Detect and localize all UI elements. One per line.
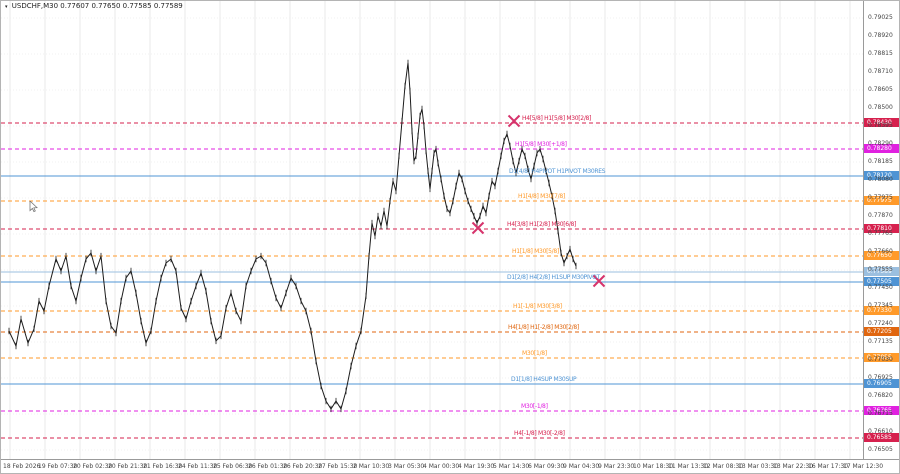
price-level-label: H1[-1/8] M30[3/8] — [513, 303, 562, 310]
price-axis-label: 0.77030 — [868, 356, 893, 363]
ohlc-values: 0.77607 0.77650 0.77585 0.77589 — [60, 2, 183, 10]
symbol-period-label: USDCHF,M30 — [11, 2, 59, 10]
time-axis-label: 9 Mar 04:30 — [563, 463, 600, 470]
x-marker-icon — [507, 114, 521, 128]
time-axis-label: 21 Feb 16:30 — [143, 463, 183, 470]
bid-price-badge: 0.77589 — [864, 267, 899, 276]
price-level-badge: 0.78120 — [864, 171, 899, 180]
mouse-cursor-icon — [29, 201, 38, 213]
price-axis-label: 0.78605 — [868, 86, 893, 93]
price-level-badge: 0.76765 — [864, 406, 899, 415]
x-marker-icon — [471, 221, 485, 235]
time-axis[interactable]: 18 Feb 2026 19 Feb 07:30 20 Feb 02:30 20 Fe… — [1, 459, 899, 473]
price-axis-label: 0.76715 — [868, 410, 893, 417]
time-axis-label: 20 Feb 02:30 — [73, 463, 113, 470]
price-level-badge: 0.77055 — [864, 353, 899, 362]
price-axis-label: 0.76505 — [868, 446, 893, 453]
price-level-badge: 0.77810 — [864, 224, 899, 233]
price-level-badge: 0.77975 — [864, 196, 899, 205]
price-level-badge: 0.78430 — [864, 118, 899, 127]
price-level-badge: 0.77650 — [864, 251, 899, 260]
time-axis-label: 18 Feb 2026 — [3, 463, 41, 470]
price-axis-label: 0.77870 — [868, 212, 893, 219]
time-axis-label: 4 Mar 19:30 — [458, 463, 495, 470]
price-axis-label: 0.77135 — [868, 338, 893, 345]
price-axis-label: 0.78080 — [868, 176, 893, 183]
price-axis-label: 0.77555 — [868, 266, 893, 273]
price-level-label: M30[-1/8] — [521, 403, 548, 410]
price-level-label: D1[4/8] H4PIVOT H1PIVOT M30RES — [509, 168, 606, 175]
time-axis-label: 11 Mar 13:30 — [668, 463, 709, 470]
price-axis-label: 0.78290 — [868, 140, 893, 147]
price-axis-label: 0.77345 — [868, 302, 893, 309]
price-level-badge: 0.77330 — [864, 306, 899, 315]
price-axis-label: 0.77450 — [868, 284, 893, 291]
price-axis-label: 0.77765 — [868, 230, 893, 237]
price-level-badge: 0.78280 — [864, 144, 899, 153]
time-axis-label: 12 Mar 08:30 — [703, 463, 744, 470]
price-level-label: H4[3/8] H1[2/8] M30[6/8] — [507, 221, 577, 228]
price-axis-label: 0.76610 — [868, 428, 893, 435]
price-level-label: H1[4/8] M30[7/8] — [518, 193, 565, 200]
price-axis-label: 0.77975 — [868, 194, 893, 201]
price-axis-label: 0.77240 — [868, 320, 893, 327]
price-axis-label: 0.78920 — [868, 32, 893, 39]
x-marker-icon — [592, 274, 606, 288]
price-axis[interactable]: 0.78430 0.78280 0.78120 0.77975 0.77810 0.776… — [863, 1, 899, 459]
time-axis-label: 13 Mar 03:30 — [738, 463, 779, 470]
chart-marker-icon: ▾ — [5, 4, 8, 10]
price-level-badge: 0.76585 — [864, 433, 899, 442]
price-level-label: M30[1/8] — [522, 350, 547, 357]
price-level-label: D1[1/8] H4SUP M30SUP — [511, 376, 577, 383]
time-axis-label: 20 Feb 21:30 — [108, 463, 148, 470]
candlestick-wicks — [8, 59, 577, 413]
time-axis-label: 13 Mar 22:30 — [773, 463, 814, 470]
time-axis-label: 2 Mar 10:30 — [353, 463, 390, 470]
price-level-badge: 0.77205 — [864, 327, 899, 336]
price-axis-label: 0.78185 — [868, 158, 893, 165]
time-axis-label: 5 Mar 14:30 — [493, 463, 530, 470]
candlestick-series — [8, 62, 577, 411]
time-axis-label: 24 Feb 11:30 — [178, 463, 218, 470]
time-axis-label: 9 Mar 23:30 — [598, 463, 635, 470]
price-axis-label: 0.79025 — [868, 14, 893, 21]
time-axis-label: 26 Feb 20:30 — [283, 463, 323, 470]
price-axis-label: 0.78710 — [868, 68, 893, 75]
price-level-label: H1[1/8] M30[5/8] — [512, 248, 559, 255]
time-axis-label: 6 Mar 09:30 — [528, 463, 565, 470]
time-axis-label: 19 Feb 07:30 — [38, 463, 78, 470]
time-axis-label: 27 Feb 15:30 — [318, 463, 358, 470]
price-level-label: H4[1/8] H1[-2/8] M30[2/8] — [508, 324, 579, 331]
time-axis-label: 16 Mar 17:30 — [808, 463, 849, 470]
price-level-badge: 0.77505 — [864, 277, 899, 286]
price-level-label: H4[-1/8] M30[-2/8] — [514, 430, 565, 437]
price-axis-label: 0.76820 — [868, 392, 893, 399]
price-axis-label: 0.78395 — [868, 122, 893, 129]
time-axis-label: 3 Mar 05:30 — [388, 463, 425, 470]
time-axis-label: 10 Mar 18:30 — [633, 463, 674, 470]
price-axis-label: 0.76925 — [868, 374, 893, 381]
price-level-label: H1[5/8] M30[+1/8] — [515, 141, 567, 148]
price-level-badge: 0.76905 — [864, 379, 899, 388]
chart-pane[interactable]: H4[5/8] H1[5/8] M30[2/8] H1[5/8] M30[+1/8… — [1, 1, 863, 459]
time-axis-label: 26 Feb 01:30 — [248, 463, 288, 470]
price-level-label: H4[5/8] H1[5/8] M30[2/8] — [522, 115, 592, 122]
price-axis-label: 0.77660 — [868, 248, 893, 255]
price-axis-label: 0.78500 — [868, 104, 893, 111]
price-axis-label: 0.78815 — [868, 50, 893, 57]
chart-canvas — [1, 1, 863, 459]
chart-title: ▾ USDCHF,M30 0.77607 0.77650 0.77585 0.7… — [5, 2, 183, 10]
time-axis-label: 25 Feb 06:30 — [213, 463, 253, 470]
time-axis-label: 4 Mar 00:30 — [423, 463, 460, 470]
time-axis-label: 17 Mar 12:30 — [843, 463, 884, 470]
price-level-label: D1[2/8] H4[2/8] H1SUP M30PIVOT — [507, 274, 600, 281]
